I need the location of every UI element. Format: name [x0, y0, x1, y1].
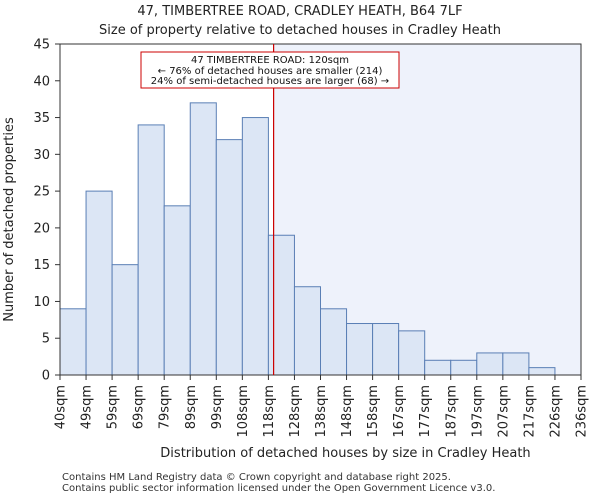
bar-177sqm [424, 359, 452, 376]
y-axis-ticks: 0 5 10 15 20 25 30 35 40 45 [33, 38, 60, 384]
footer: Contains HM Land Registry data © Crown c… [62, 472, 495, 494]
y-tick-label: 40 [33, 74, 50, 89]
bar-138sqm [320, 308, 348, 376]
x-tick-label: 108sqm [236, 385, 251, 438]
annotation-line3: 24% of semi-detached houses are larger (… [151, 76, 389, 87]
plot-frame [59, 43, 582, 376]
bars [59, 102, 556, 376]
bar-69sqm [137, 124, 165, 376]
bar-167sqm [398, 330, 426, 376]
x-tick-label: 49sqm [80, 385, 95, 429]
x-tick-label: 79sqm [158, 385, 173, 429]
bar-89sqm [189, 102, 217, 376]
footer-line1: Contains HM Land Registry data © Crown c… [62, 472, 451, 483]
y-tick-label: 5 [42, 332, 50, 347]
bar-207sqm [502, 352, 530, 376]
y-tick-label: 45 [33, 38, 50, 53]
x-axis-ticks: 40sqm 49sqm 59sqm 69sqm 79sqm 89sqm 99sqm 108sq… [54, 375, 590, 438]
x-tick-label: 138sqm [314, 385, 329, 438]
x-tick-label: 99sqm [210, 385, 225, 429]
chart-title: 47, TIMBERTREE ROAD, CRADLEY HEATH, B64 … [0, 2, 600, 40]
bar-40sqm [59, 308, 87, 376]
x-tick-label: 148sqm [340, 385, 355, 438]
x-tick-label: 226sqm [548, 385, 563, 438]
bar-79sqm [163, 205, 191, 376]
bar-148sqm [346, 323, 374, 376]
y-tick-label: 20 [33, 221, 50, 236]
x-tick-label: 217sqm [522, 385, 537, 438]
x-tick-label: 197sqm [470, 385, 485, 438]
bar-49sqm [85, 190, 113, 376]
x-tick-label: 177sqm [418, 385, 433, 438]
y-tick-label: 30 [33, 148, 50, 163]
x-tick-label: 128sqm [288, 385, 303, 438]
x-tick-label: 207sqm [496, 385, 511, 438]
bar-158sqm [372, 323, 400, 376]
y-axis-label: Number of detached properties [2, 117, 17, 322]
x-tick-label: 158sqm [366, 385, 381, 438]
annotation-box [140, 51, 400, 89]
x-tick-label: 118sqm [262, 385, 277, 438]
x-tick-label: 187sqm [444, 385, 459, 438]
bar-99sqm [215, 139, 243, 376]
bar-128sqm [293, 286, 322, 376]
x-tick-label: 89sqm [184, 385, 199, 429]
bar-108sqm [241, 117, 269, 376]
y-tick-label: 35 [33, 111, 50, 126]
footer-line2: Contains public sector information licen… [62, 483, 496, 494]
bar-118sqm [267, 234, 295, 376]
x-tick-label: 167sqm [392, 385, 407, 438]
x-tick-label: 236sqm [575, 385, 590, 438]
x-tick-label: 59sqm [106, 385, 121, 429]
y-tick-label: 15 [33, 258, 50, 273]
bar-187sqm [450, 359, 478, 376]
bar-59sqm [111, 264, 139, 376]
x-axis-label: Distribution of detached houses by size … [160, 446, 530, 461]
y-tick-label: 10 [33, 295, 50, 310]
bar-217sqm [528, 367, 556, 376]
chart-title-line1: 47, TIMBERTREE ROAD, CRADLEY HEATH, B64 … [137, 4, 463, 19]
bar-197sqm [476, 352, 504, 376]
annotation-line1: 47 TIMBERTREE ROAD: 120sqm [191, 55, 349, 66]
x-tick-label: 40sqm [54, 385, 69, 429]
y-tick-label: 0 [42, 369, 50, 384]
chart-title-line2: Size of property relative to detached ho… [99, 23, 501, 38]
annotation-line2: ← 76% of detached houses are smaller (21… [158, 66, 383, 77]
y-tick-label: 25 [33, 185, 50, 200]
x-tick-label: 69sqm [132, 385, 147, 429]
